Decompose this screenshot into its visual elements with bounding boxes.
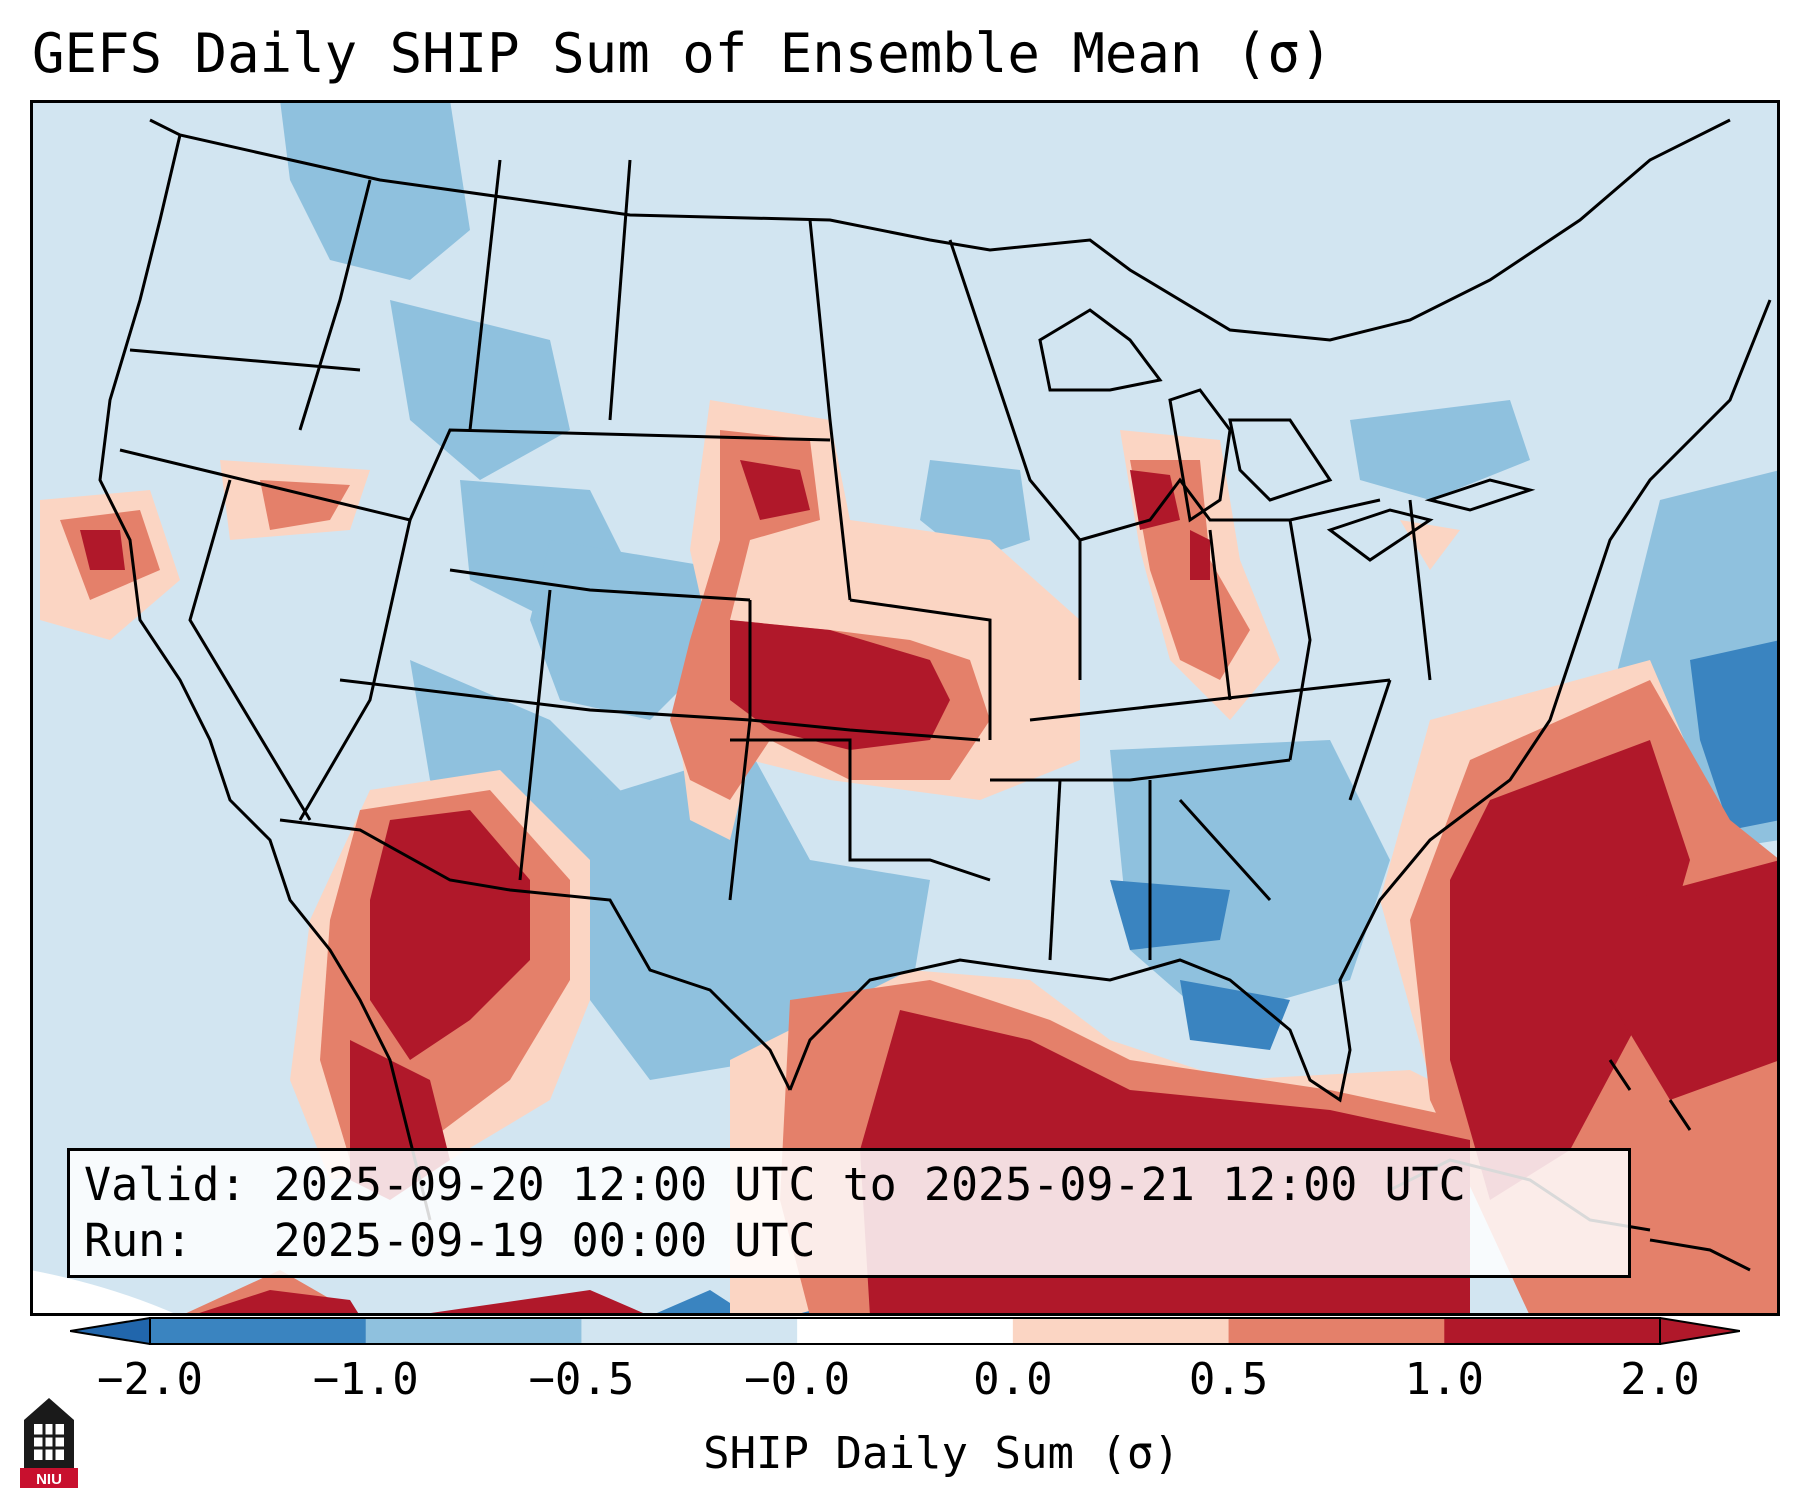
colorbar — [69, 1316, 1741, 1346]
colorbar-tick-label: 0.5 — [1188, 1354, 1269, 1405]
colorbar-segment — [1444, 1318, 1661, 1344]
colorbar-tick-label: −0.5 — [528, 1354, 635, 1405]
niu-logo: NIU — [20, 1390, 78, 1490]
colorbar-outline — [149, 1317, 1661, 1345]
political-boundaries — [98, 118, 1772, 1221]
valid-row: Valid: 2025-09-20 12:00 UTC to 2025-09-2… — [84, 1157, 1614, 1213]
colorbar-label: SHIP Daily Sum (σ) — [703, 1428, 1180, 1479]
map-title: GEFS Daily SHIP Sum of Ensemble Mean (σ) — [32, 22, 1333, 85]
colorbar-segment — [1012, 1318, 1230, 1344]
colorbar-segment — [581, 1318, 798, 1344]
colorbar-tick-label: 2.0 — [1620, 1354, 1700, 1405]
colorbar-extend-low — [69, 1316, 151, 1346]
map-frame — [30, 100, 1780, 1316]
valid-value: 2025-09-20 12:00 UTC to 2025-09-21 12:00… — [273, 1158, 1466, 1211]
colorbar-tick-label: 1.0 — [1404, 1354, 1485, 1405]
colorbar-segment — [365, 1318, 582, 1344]
projection-edge-left — [30, 1270, 180, 1316]
run-row: Run: 2025-09-19 00:00 UTC — [84, 1213, 1614, 1269]
great-lakes — [1038, 308, 1536, 562]
ship-map — [30, 100, 1780, 1316]
strong-negative-areas — [650, 640, 1780, 1316]
colorbar-tick-label: −0.0 — [744, 1354, 851, 1405]
colorbar-segment — [150, 1318, 367, 1344]
colorbar-tick-label: −2.0 — [97, 1354, 203, 1405]
colorbar-segment — [797, 1318, 1014, 1344]
run-label: Run: — [84, 1214, 193, 1267]
valid-label: Valid: — [84, 1158, 247, 1211]
colorbar-tick-label: 0.0 — [973, 1354, 1053, 1405]
colorbar-segment — [1228, 1318, 1445, 1344]
colorbar-tick-label: −1.0 — [312, 1354, 419, 1405]
colorbar-ticks: −2.0 −1.0 −0.5 −0.0 0.0 0.5 1.0 2.0 — [0, 1345, 1803, 1405]
run-value: 2025-09-19 00:00 UTC — [273, 1214, 816, 1267]
colorbar-extend-high — [1659, 1316, 1741, 1346]
validity-info-box: Valid: 2025-09-20 12:00 UTC to 2025-09-2… — [67, 1148, 1631, 1278]
logo-text: NIU — [36, 1471, 62, 1488]
